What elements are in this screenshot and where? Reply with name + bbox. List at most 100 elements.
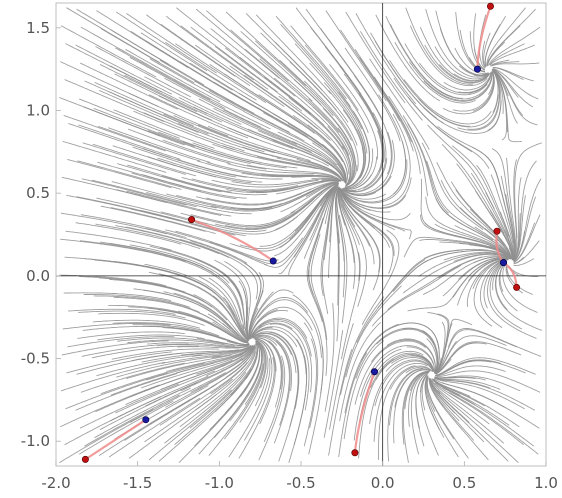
streamline	[145, 227, 248, 264]
streamline	[434, 223, 511, 260]
streamline	[421, 375, 428, 411]
streamline	[434, 375, 521, 392]
streamline	[390, 24, 464, 99]
streamline	[492, 68, 539, 100]
streamline	[345, 141, 407, 203]
streamline	[254, 339, 273, 364]
streamline	[255, 341, 263, 363]
streamline	[513, 214, 541, 264]
streamline	[100, 205, 206, 232]
streamline	[370, 352, 434, 389]
streamline	[96, 197, 202, 224]
streamline	[329, 323, 354, 430]
streamline	[176, 346, 252, 374]
streamline	[197, 312, 249, 344]
streamline	[208, 363, 265, 456]
streamline	[428, 378, 475, 441]
streamline	[288, 97, 351, 182]
streamline	[341, 203, 367, 307]
streamline	[66, 351, 173, 374]
streamline	[92, 143, 197, 177]
streamline	[409, 371, 429, 392]
streamline	[425, 196, 509, 257]
streamline	[385, 15, 454, 98]
streamline	[193, 106, 294, 150]
streamline	[475, 190, 513, 259]
streamline	[387, 367, 424, 462]
streamline	[162, 139, 267, 170]
streamline	[423, 72, 493, 102]
streamline	[65, 372, 168, 410]
streamline	[322, 143, 347, 184]
streamline	[141, 174, 247, 199]
streamline	[369, 58, 430, 150]
streamline	[174, 256, 245, 330]
streamline	[60, 25, 157, 78]
streamline	[340, 29, 401, 122]
streamline	[144, 378, 233, 443]
streamline	[287, 123, 347, 183]
streamline	[77, 331, 185, 339]
streamline	[60, 384, 160, 428]
streamline	[493, 68, 534, 108]
streamline	[438, 71, 493, 100]
streamline	[207, 339, 250, 347]
streamline	[83, 294, 191, 308]
streamline	[79, 98, 180, 139]
streamline	[80, 240, 186, 262]
streamline	[307, 124, 348, 185]
streamline	[254, 338, 277, 372]
x-tick-label: -2.0	[41, 474, 70, 492]
streamline	[206, 10, 289, 82]
streamline	[166, 193, 273, 211]
streamline	[405, 7, 474, 85]
streamline	[96, 354, 203, 377]
y-tick-label: 1.0	[26, 101, 50, 119]
streamline	[179, 351, 257, 428]
streamline	[447, 328, 542, 357]
streamline	[190, 26, 278, 93]
streamline	[146, 14, 236, 77]
streamline	[111, 348, 219, 360]
streamline	[160, 346, 253, 390]
streamline	[231, 345, 253, 360]
streamline	[240, 182, 338, 210]
streamline	[178, 274, 249, 341]
streamline	[309, 62, 368, 154]
streamline	[441, 382, 540, 429]
streamline	[394, 41, 476, 104]
streamline	[320, 188, 337, 296]
streamline	[489, 44, 535, 66]
streamline	[195, 44, 285, 107]
streamline	[293, 184, 339, 258]
streamline	[405, 366, 432, 374]
streamline	[487, 261, 537, 339]
streamline	[177, 345, 250, 349]
streamline	[116, 11, 208, 72]
streamline	[490, 59, 510, 67]
streamline	[404, 371, 429, 409]
streamline	[258, 94, 344, 163]
streamline	[311, 177, 341, 182]
streamline	[127, 164, 232, 193]
streamline	[144, 76, 242, 125]
streamline	[63, 292, 172, 302]
streamline	[211, 346, 251, 359]
streamline	[415, 372, 429, 429]
trajectory-line	[476, 5, 492, 70]
streamline	[406, 346, 435, 372]
streamline	[147, 130, 251, 165]
streamline	[486, 8, 536, 66]
streamline	[436, 341, 522, 375]
streamline	[117, 337, 225, 345]
streamline	[241, 345, 255, 361]
streamline	[254, 336, 278, 346]
streamline	[181, 344, 252, 356]
streamline	[98, 125, 201, 162]
streamline	[108, 127, 211, 163]
streamline	[212, 143, 318, 170]
streamline	[472, 259, 507, 289]
streamline	[279, 59, 352, 141]
streamline	[455, 11, 486, 73]
streamline	[483, 258, 509, 265]
